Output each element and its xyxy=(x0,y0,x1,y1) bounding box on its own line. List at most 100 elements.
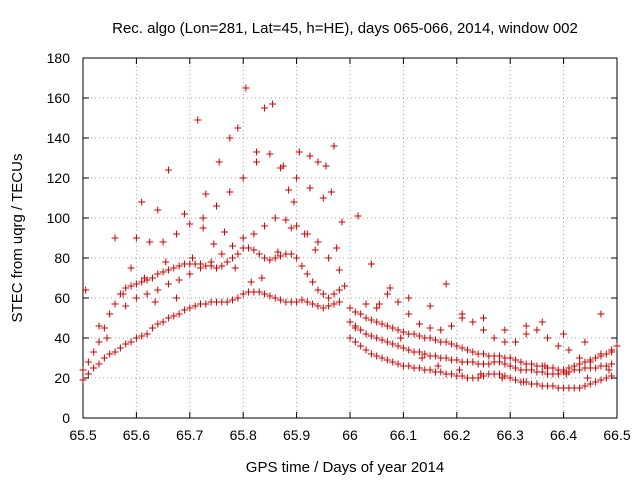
data-point xyxy=(570,362,578,370)
data-point xyxy=(261,222,269,230)
data-point xyxy=(90,364,98,372)
data-point xyxy=(231,264,239,272)
data-point xyxy=(506,362,514,370)
data-point xyxy=(175,310,183,318)
data-point xyxy=(357,326,365,334)
data-point xyxy=(111,348,119,356)
data-point xyxy=(608,346,616,354)
x-tick-label: 65.7 xyxy=(176,427,203,443)
data-point xyxy=(234,124,242,132)
data-point xyxy=(341,282,349,290)
data-point xyxy=(576,354,584,362)
data-point xyxy=(431,352,439,360)
data-point xyxy=(455,366,463,374)
data-point xyxy=(159,268,167,276)
data-point xyxy=(164,280,172,288)
data-point xyxy=(282,216,290,224)
data-point xyxy=(373,304,381,312)
data-point xyxy=(496,352,504,360)
data-point xyxy=(226,188,234,196)
data-point xyxy=(501,338,509,346)
data-point xyxy=(90,348,98,356)
data-point xyxy=(447,340,455,348)
data-point xyxy=(239,174,247,182)
data-point xyxy=(100,354,108,362)
data-point xyxy=(480,314,487,322)
data-point xyxy=(367,260,375,268)
x-tick-label: 65.8 xyxy=(230,427,257,443)
data-point xyxy=(362,330,370,338)
data-point xyxy=(357,342,365,350)
data-point xyxy=(111,234,119,242)
data-point xyxy=(335,298,343,306)
data-point xyxy=(319,290,327,298)
data-point xyxy=(584,374,592,382)
data-point xyxy=(437,326,445,334)
data-point xyxy=(437,368,445,376)
data-point xyxy=(138,332,146,340)
data-point xyxy=(533,326,541,334)
data-point xyxy=(106,350,114,358)
data-point xyxy=(346,318,354,326)
data-point xyxy=(485,360,493,368)
data-point xyxy=(560,366,568,374)
data-point xyxy=(386,284,394,292)
data-point xyxy=(496,358,504,366)
data-point xyxy=(549,364,557,372)
data-point xyxy=(229,296,237,304)
data-point xyxy=(333,244,341,252)
data-point xyxy=(306,184,314,192)
data-point xyxy=(506,374,514,382)
data-point xyxy=(170,312,178,320)
y-tick-label: 40 xyxy=(54,330,70,346)
data-point xyxy=(522,322,530,330)
data-point xyxy=(405,294,413,302)
data-point xyxy=(213,202,220,210)
data-point xyxy=(250,246,258,254)
data-point xyxy=(319,194,327,202)
data-point xyxy=(418,354,426,362)
data-point xyxy=(447,370,455,378)
data-point xyxy=(271,214,279,222)
data-point xyxy=(501,360,509,368)
data-point xyxy=(383,322,391,330)
data-point xyxy=(143,330,151,338)
data-point xyxy=(285,186,293,194)
x-axis-label: GPS time / Days of year 2014 xyxy=(246,459,444,476)
data-point xyxy=(202,190,210,198)
y-axis-label: STEC from uqrg / TECUs xyxy=(9,154,26,323)
data-point xyxy=(164,314,172,322)
data-point xyxy=(410,330,418,338)
data-point xyxy=(253,158,261,166)
data-point xyxy=(597,376,605,384)
data-point xyxy=(229,242,237,250)
data-point xyxy=(269,100,277,108)
data-point xyxy=(215,158,223,166)
x-tick-label: 65.6 xyxy=(123,427,150,443)
data-point xyxy=(196,264,204,272)
data-point xyxy=(218,250,226,258)
data-point xyxy=(335,286,343,294)
data-point xyxy=(132,334,140,342)
data-point xyxy=(277,252,285,260)
data-point xyxy=(239,234,247,242)
data-point xyxy=(517,358,525,366)
data-point xyxy=(351,308,359,316)
data-point xyxy=(127,264,135,272)
x-tick-label: 65.9 xyxy=(283,427,310,443)
data-point xyxy=(218,262,226,270)
data-point xyxy=(180,306,188,314)
data-point xyxy=(132,234,140,242)
data-point xyxy=(351,338,359,346)
data-point xyxy=(586,358,594,366)
data-point xyxy=(421,350,429,358)
data-point xyxy=(394,342,402,350)
data-point xyxy=(506,354,514,362)
data-point xyxy=(469,318,477,326)
x-tick-label: 66.2 xyxy=(443,427,470,443)
data-point xyxy=(266,150,274,158)
data-point xyxy=(434,362,442,370)
x-tick-label: 65.5 xyxy=(69,427,96,443)
data-point xyxy=(210,240,218,248)
data-point xyxy=(239,290,247,298)
